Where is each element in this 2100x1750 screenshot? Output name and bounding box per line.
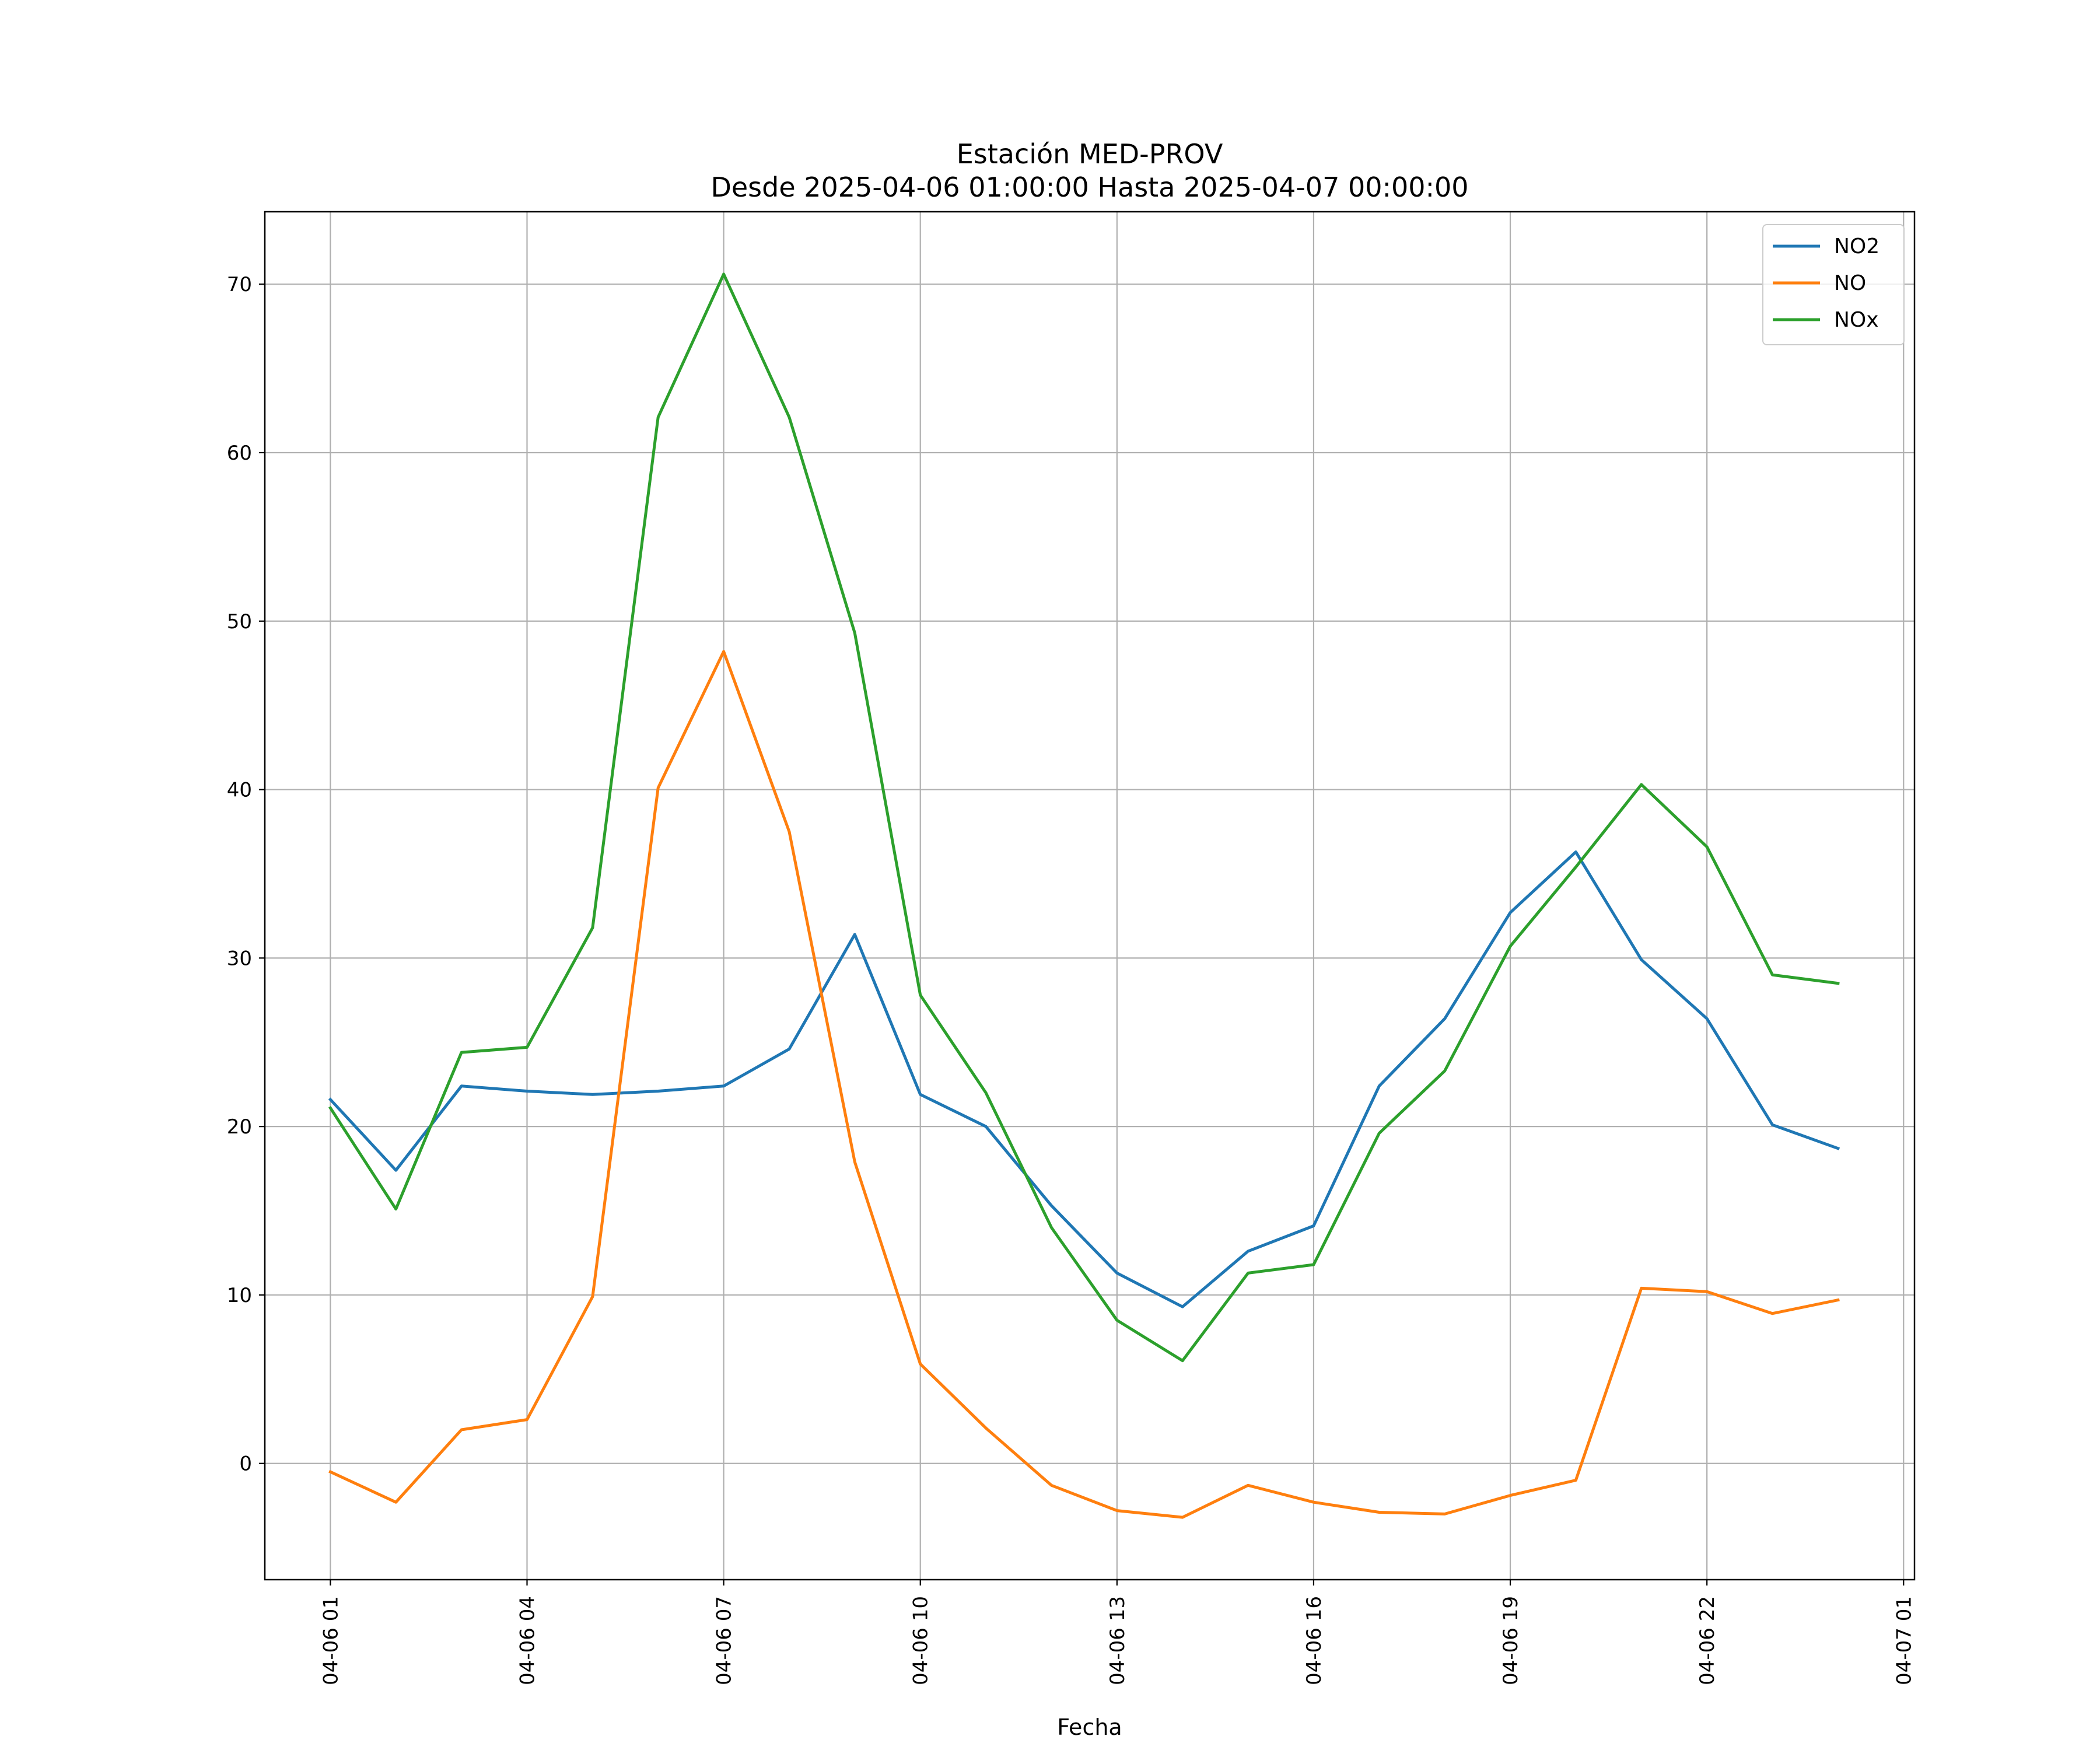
x-tick-label: 04-06 16 — [1303, 1596, 1326, 1685]
y-tick-label: 10 — [227, 1284, 252, 1307]
series-line-nox — [328, 272, 1840, 1363]
legend-label-nox: NOx — [1834, 308, 1879, 332]
x-tick-label: 04-06 22 — [1696, 1596, 1719, 1685]
y-tick-label: 60 — [227, 442, 252, 465]
x-tick-label: 04-06 01 — [319, 1596, 342, 1685]
x-tick-label: 04-07 01 — [1892, 1596, 1916, 1685]
x-tick-label: 04-06 13 — [1106, 1596, 1129, 1685]
x-axis-ticks: 04-06 01 04-06 04 04-06 07 04-06 10 04-06 13… — [319, 1580, 1916, 1685]
y-tick-label: 20 — [227, 1115, 252, 1139]
legend-box — [1762, 224, 1905, 345]
x-tick-label: 04-06 04 — [516, 1596, 539, 1685]
x-tick-label: 04-06 07 — [713, 1596, 736, 1685]
y-tick-label: 40 — [227, 779, 252, 802]
y-tick-label: 0 — [239, 1452, 252, 1476]
y-tick-label: 30 — [227, 947, 252, 970]
chart-title: Estación MED-PROV — [957, 138, 1223, 170]
legend: NO2 NO NOx — [1762, 224, 1905, 345]
series-lines — [328, 272, 1840, 1519]
x-axis-label: Fecha — [1057, 1714, 1122, 1740]
grid-lines — [265, 212, 1915, 1580]
series-line-no — [328, 650, 1840, 1519]
x-tick-label: 04-06 19 — [1499, 1596, 1522, 1685]
chart-subtitle: Desde 2025-04-06 01:00:00 Hasta 2025-04-… — [710, 172, 1468, 203]
plot-frame — [264, 211, 1916, 1581]
y-axis-ticks: 0 10 20 30 40 50 60 70 — [227, 273, 265, 1476]
legend-label-no: NO — [1834, 271, 1866, 295]
y-tick-label: 50 — [227, 610, 252, 634]
y-tick-label: 70 — [227, 273, 252, 296]
legend-label-no2: NO2 — [1834, 235, 1880, 258]
series-line-no2 — [328, 850, 1840, 1308]
x-tick-label: 04-06 10 — [909, 1596, 933, 1685]
